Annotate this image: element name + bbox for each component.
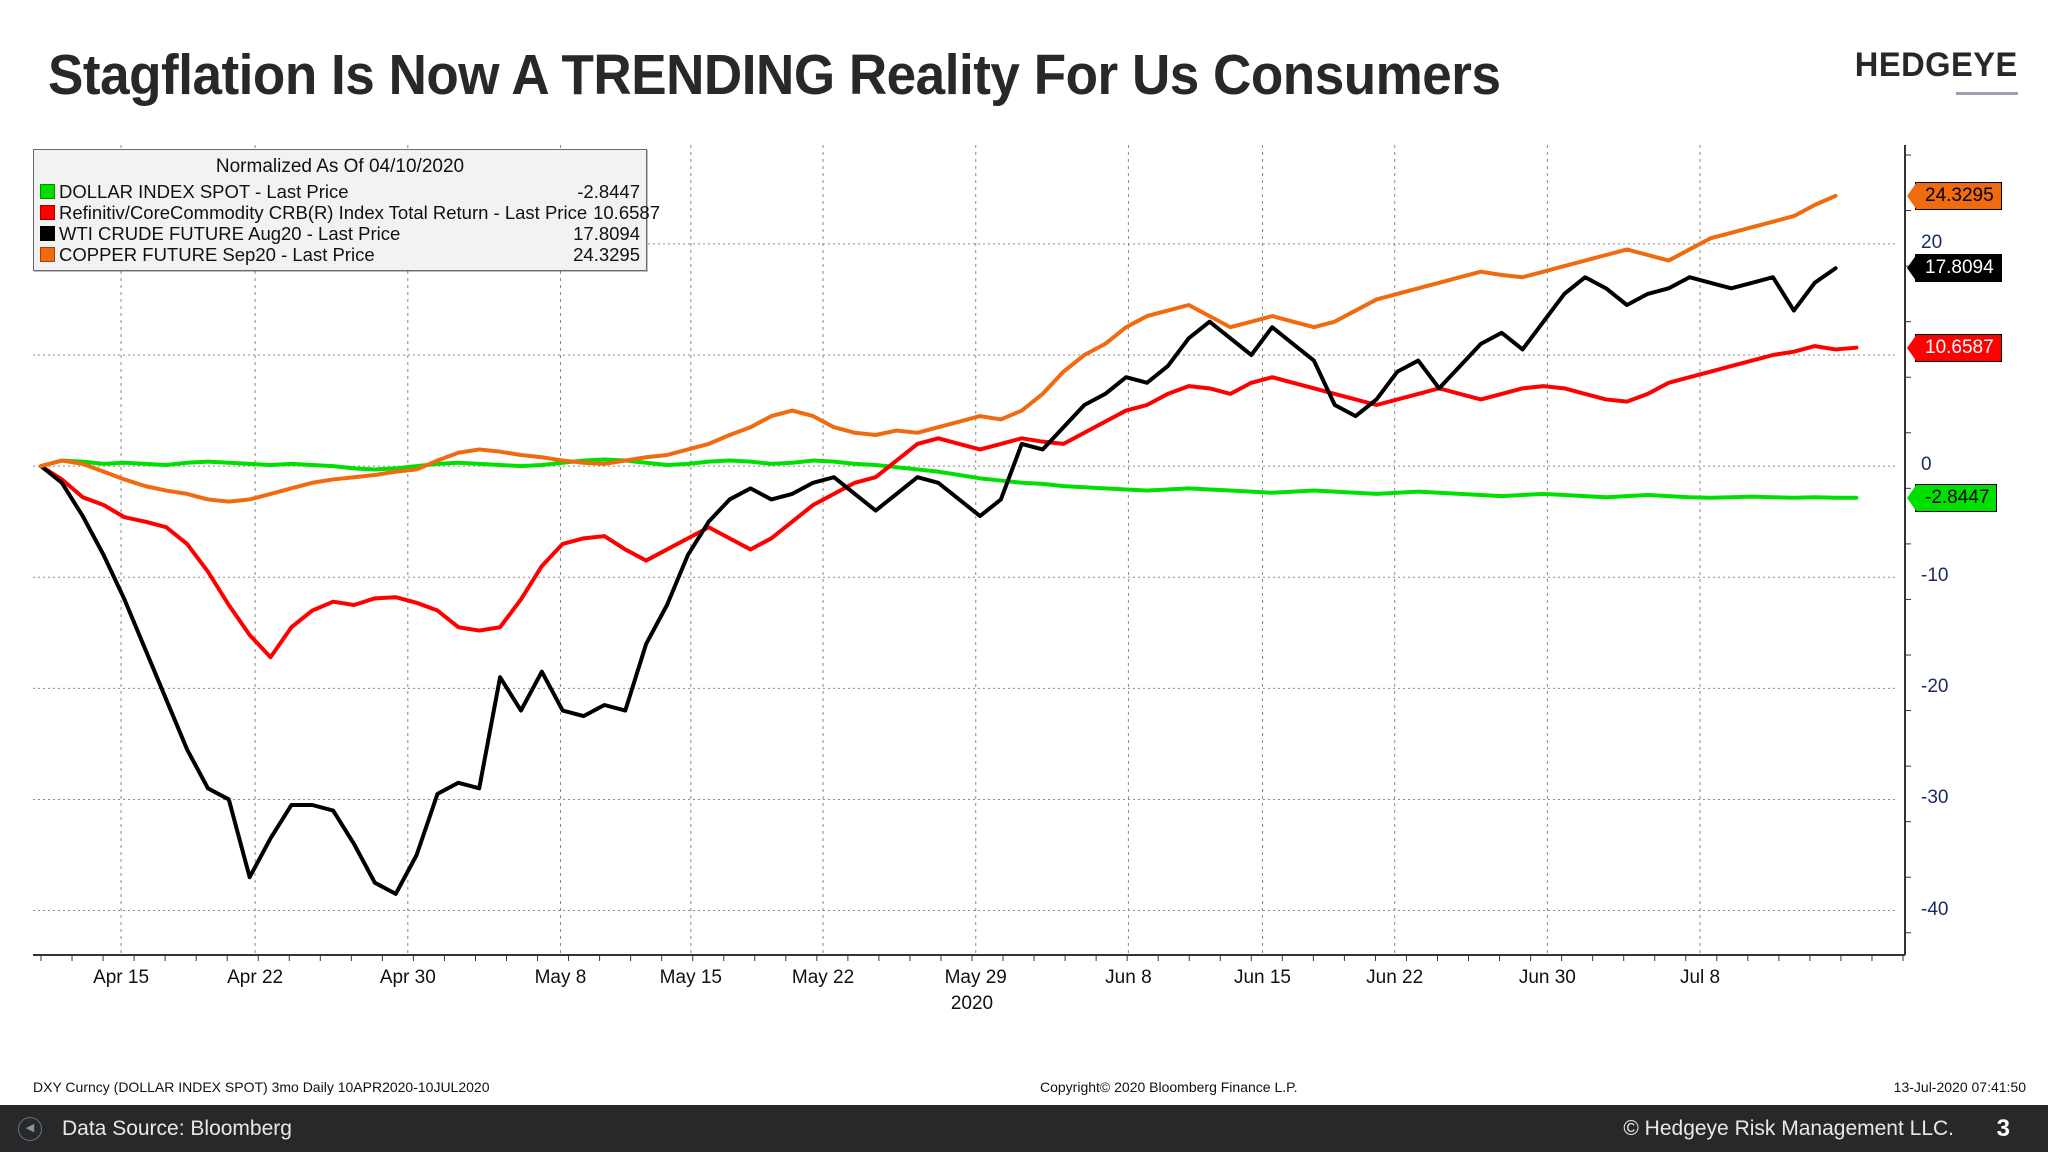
x-axis-tick-label: Jun 22 xyxy=(1366,967,1424,988)
x-axis-tick-label: May 15 xyxy=(659,967,722,988)
legend-series-value: 10.6587 xyxy=(593,201,660,223)
y-axis-tick-label: -40 xyxy=(1921,898,1949,920)
y-axis-tick-label: -30 xyxy=(1921,787,1949,809)
x-axis-tick-label: Apr 30 xyxy=(379,967,436,988)
footnote-left: DXY Curncy (DOLLAR INDEX SPOT) 3mo Daily… xyxy=(33,1079,490,1095)
last-price-badge: -2.8447 xyxy=(1907,483,1998,512)
series-line xyxy=(39,344,1859,660)
x-axis-tick-label: Apr 15 xyxy=(93,967,150,988)
y-axis-tick-label: -10 xyxy=(1921,565,1949,587)
y-axis-tick-label: -20 xyxy=(1921,676,1949,698)
legend-series-value: 24.3295 xyxy=(573,243,640,265)
badge-pointer xyxy=(1907,483,1917,512)
hedgeye-logo: HEDGEYE xyxy=(1848,46,2018,95)
badge-value: 17.8094 xyxy=(1925,257,1994,279)
page-number: 3 xyxy=(1996,1115,2010,1142)
last-price-badge: 10.6587 xyxy=(1907,333,2002,362)
y-axis-tick-label: 0 xyxy=(1921,454,1932,476)
footnote-right: 13-Jul-2020 07:41:50 xyxy=(1893,1079,2026,1095)
legend-item: DOLLAR INDEX SPOT - Last Price -2.8447 xyxy=(40,181,640,202)
copyright-label: © Hedgeye Risk Management LLC. xyxy=(1623,1117,1954,1140)
legend-color-swatch xyxy=(40,226,55,241)
x-axis-tick-label: Jun 8 xyxy=(1105,967,1152,988)
bloomberg-chart: Normalized As Of 04/10/2020 DOLLAR INDEX… xyxy=(33,145,2002,1015)
x-axis-tick-label: Jun 30 xyxy=(1518,967,1576,988)
badge-pointer xyxy=(1907,333,1917,362)
series-line xyxy=(39,266,1838,896)
footnote-center: Copyright© 2020 Bloomberg Finance L.P. xyxy=(1040,1079,1298,1095)
x-axis-year-label: 2020 xyxy=(950,993,994,1014)
badge-pointer xyxy=(1907,181,1917,210)
legend-item: COPPER FUTURE Sep20 - Last Price 24.3295 xyxy=(40,244,640,265)
series-line xyxy=(39,193,1838,504)
legend-item: WTI CRUDE FUTURE Aug20 - Last Price 17.80… xyxy=(40,223,640,244)
legend-color-swatch xyxy=(40,205,55,220)
last-price-badge: 24.3295 xyxy=(1907,181,2002,210)
badge-value: -2.8447 xyxy=(1925,486,1990,508)
x-axis-tick-label: May 8 xyxy=(534,967,587,988)
logo-underline xyxy=(1956,92,2018,95)
chart-plot-area xyxy=(33,145,1973,1015)
badge-value: 24.3295 xyxy=(1925,184,1994,206)
footer-bar: ◀ Data Source: Bloomberg © Hedgeye Risk … xyxy=(0,1105,2048,1152)
x-axis-tick-label: May 29 xyxy=(944,967,1007,988)
legend-series-value: 17.8094 xyxy=(573,222,640,244)
badge-value: 10.6587 xyxy=(1925,336,1994,358)
legend-title: Normalized As Of 04/10/2020 xyxy=(215,156,465,177)
chart-legend: Normalized As Of 04/10/2020 DOLLAR INDEX… xyxy=(33,149,660,271)
badge-pointer xyxy=(1907,254,1917,283)
legend-series-label: DOLLAR INDEX SPOT - Last Price xyxy=(59,180,349,202)
series-line xyxy=(39,457,1859,500)
y-axis-tick-label: 20 xyxy=(1921,231,1943,253)
legend-color-swatch xyxy=(40,247,55,262)
page-title: Stagflation Is Now A TRENDING Reality Fo… xyxy=(48,43,1501,107)
x-axis-tick-label: Jun 15 xyxy=(1233,967,1291,988)
data-source-label: Data Source: Bloomberg xyxy=(62,1117,292,1140)
legend-series-label: Refinitiv/CoreCommodity CRB(R) Index Tot… xyxy=(59,201,588,223)
last-price-badge: 17.8094 xyxy=(1907,254,2002,283)
prev-slide-icon[interactable]: ◀ xyxy=(18,1117,42,1141)
legend-item: Refinitiv/CoreCommodity CRB(R) Index Tot… xyxy=(40,201,660,223)
legend-series-value: -2.8447 xyxy=(577,180,640,202)
legend-color-swatch xyxy=(40,184,55,199)
legend-series-label: WTI CRUDE FUTURE Aug20 - Last Price xyxy=(59,222,401,244)
x-axis-tick-label: Jul 8 xyxy=(1679,967,1721,988)
x-axis-tick-label: Apr 22 xyxy=(227,967,284,988)
legend-series-label: COPPER FUTURE Sep20 - Last Price xyxy=(59,243,375,265)
x-axis-tick-label: May 22 xyxy=(791,967,855,988)
logo-text: HEDGEYE xyxy=(1855,46,2018,84)
